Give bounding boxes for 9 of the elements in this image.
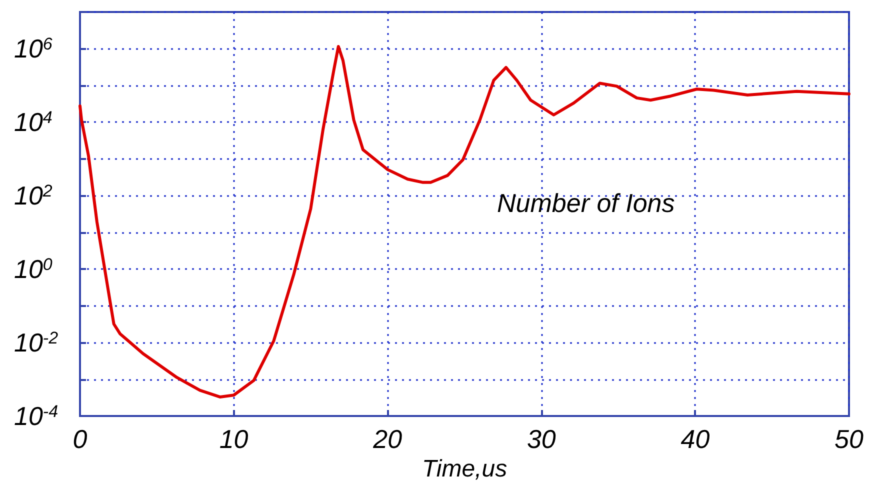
- x-tick-label: 50: [834, 424, 864, 454]
- line-series: [78, 45, 850, 398]
- x-axis-title: Time,us: [422, 455, 508, 482]
- x-tick-label: 20: [372, 424, 403, 454]
- x-tick-label: 10: [219, 424, 249, 454]
- x-tick-label: 40: [680, 424, 710, 454]
- annotation: Number of Ions: [497, 188, 675, 218]
- x-tick-label: 30: [526, 424, 556, 454]
- x-tick-label: 0: [72, 424, 88, 454]
